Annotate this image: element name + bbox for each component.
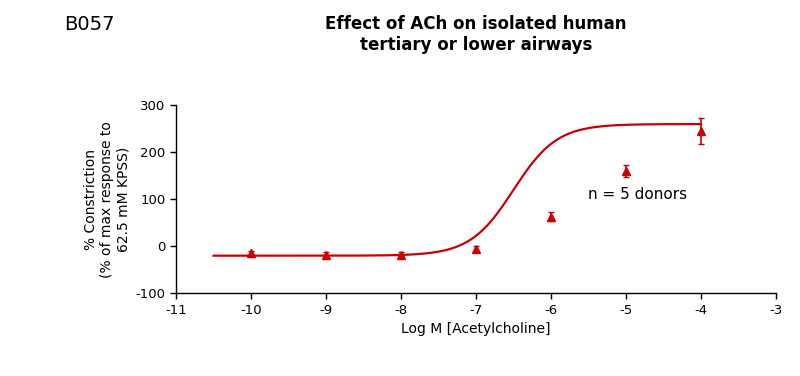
Text: n = 5 donors: n = 5 donors — [589, 187, 688, 202]
Text: B057: B057 — [64, 15, 114, 34]
Y-axis label: % Constriction
(% of max response to
62.5 mM KPSS): % Constriction (% of max response to 62.… — [84, 121, 130, 278]
X-axis label: Log M [Acetylcholine]: Log M [Acetylcholine] — [402, 322, 550, 336]
Text: Effect of ACh on isolated human
tertiary or lower airways: Effect of ACh on isolated human tertiary… — [326, 15, 626, 54]
